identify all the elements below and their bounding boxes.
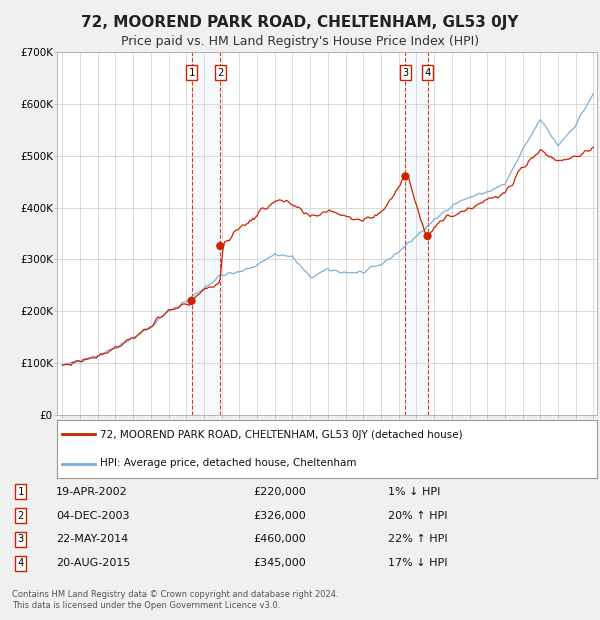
Text: £345,000: £345,000 <box>253 559 306 569</box>
Text: 3: 3 <box>403 68 409 78</box>
Point <box>423 231 433 241</box>
Text: 22% ↑ HPI: 22% ↑ HPI <box>388 534 448 544</box>
Bar <box>406 52 428 415</box>
Text: 1% ↓ HPI: 1% ↓ HPI <box>388 487 440 497</box>
Text: £220,000: £220,000 <box>253 487 306 497</box>
Point <box>401 172 410 182</box>
Text: 4: 4 <box>424 68 431 78</box>
Text: 3: 3 <box>17 534 24 544</box>
Text: 1: 1 <box>17 487 24 497</box>
Text: 1: 1 <box>188 68 194 78</box>
Text: Contains HM Land Registry data © Crown copyright and database right 2024.
This d: Contains HM Land Registry data © Crown c… <box>12 590 338 610</box>
Text: 4: 4 <box>17 559 24 569</box>
Text: HPI: Average price, detached house, Cheltenham: HPI: Average price, detached house, Chel… <box>100 459 356 469</box>
Point <box>215 241 225 251</box>
Text: £460,000: £460,000 <box>253 534 306 544</box>
Bar <box>191 52 220 415</box>
Text: 20% ↑ HPI: 20% ↑ HPI <box>388 511 448 521</box>
Text: £326,000: £326,000 <box>253 511 306 521</box>
Text: 19-APR-2002: 19-APR-2002 <box>56 487 128 497</box>
Text: 22-MAY-2014: 22-MAY-2014 <box>56 534 128 544</box>
Point <box>187 296 196 306</box>
Text: 2: 2 <box>17 511 24 521</box>
Text: 2: 2 <box>217 68 223 78</box>
Text: 17% ↓ HPI: 17% ↓ HPI <box>388 559 448 569</box>
Text: 72, MOOREND PARK ROAD, CHELTENHAM, GL53 0JY: 72, MOOREND PARK ROAD, CHELTENHAM, GL53 … <box>81 15 519 30</box>
Text: 04-DEC-2003: 04-DEC-2003 <box>56 511 130 521</box>
Text: 20-AUG-2015: 20-AUG-2015 <box>56 559 130 569</box>
Text: Price paid vs. HM Land Registry's House Price Index (HPI): Price paid vs. HM Land Registry's House … <box>121 35 479 48</box>
Text: 72, MOOREND PARK ROAD, CHELTENHAM, GL53 0JY (detached house): 72, MOOREND PARK ROAD, CHELTENHAM, GL53 … <box>100 430 463 440</box>
